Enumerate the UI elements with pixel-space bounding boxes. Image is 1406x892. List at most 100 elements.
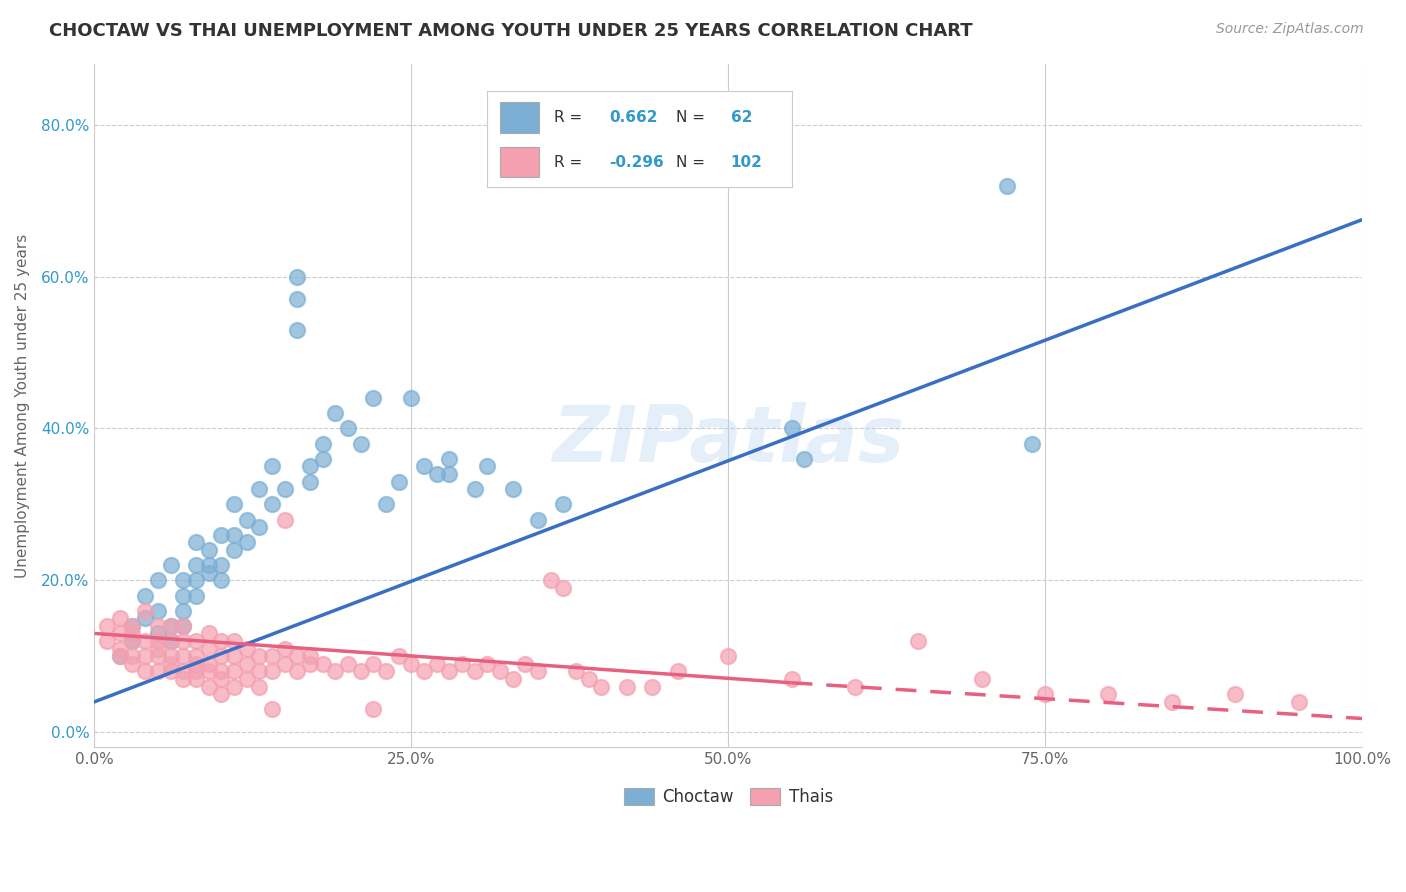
Point: [260, 649, 283, 664]
Point: [260, 497, 283, 511]
Point: [159, 619, 181, 633]
Point: [197, 558, 219, 573]
Point: [184, 634, 207, 648]
Point: [285, 323, 308, 337]
Point: [146, 641, 169, 656]
Point: [146, 649, 169, 664]
Point: [439, 467, 461, 481]
Point: [197, 680, 219, 694]
Point: [401, 391, 423, 405]
Point: [502, 482, 524, 496]
Point: [565, 665, 588, 679]
Point: [285, 665, 308, 679]
Point: [247, 680, 270, 694]
Point: [172, 604, 194, 618]
Point: [235, 672, 257, 686]
Point: [146, 619, 169, 633]
Point: [515, 657, 537, 671]
Point: [146, 634, 169, 648]
Point: [553, 581, 575, 595]
Point: [780, 421, 803, 435]
Point: [172, 649, 194, 664]
Point: [298, 459, 321, 474]
Point: [172, 619, 194, 633]
Point: [209, 528, 232, 542]
Point: [616, 680, 638, 694]
Point: [108, 626, 131, 640]
Point: [159, 649, 181, 664]
Point: [285, 293, 308, 307]
Point: [273, 657, 295, 671]
Point: [209, 665, 232, 679]
Point: [222, 649, 245, 664]
Point: [1033, 687, 1056, 701]
Point: [489, 665, 512, 679]
Point: [184, 589, 207, 603]
Point: [285, 269, 308, 284]
Point: [323, 665, 346, 679]
Point: [285, 649, 308, 664]
Point: [464, 665, 486, 679]
Point: [970, 672, 993, 686]
Point: [235, 512, 257, 526]
Point: [184, 672, 207, 686]
Point: [159, 634, 181, 648]
Point: [350, 436, 373, 450]
Point: [591, 680, 613, 694]
Point: [780, 672, 803, 686]
Text: Source: ZipAtlas.com: Source: ZipAtlas.com: [1216, 22, 1364, 37]
Point: [350, 665, 373, 679]
Point: [1021, 436, 1043, 450]
Point: [172, 634, 194, 648]
Point: [235, 641, 257, 656]
Point: [134, 589, 156, 603]
Point: [311, 451, 333, 466]
Point: [159, 665, 181, 679]
Point: [134, 634, 156, 648]
Point: [336, 421, 359, 435]
Point: [108, 611, 131, 625]
Point: [388, 649, 411, 664]
Point: [184, 535, 207, 549]
Point: [222, 665, 245, 679]
Point: [578, 672, 600, 686]
Point: [260, 702, 283, 716]
Point: [159, 619, 181, 633]
Point: [209, 634, 232, 648]
Point: [197, 657, 219, 671]
Point: [666, 665, 689, 679]
Point: [159, 558, 181, 573]
Point: [717, 649, 740, 664]
Point: [363, 391, 385, 405]
Point: [197, 641, 219, 656]
Point: [96, 634, 118, 648]
Point: [375, 665, 398, 679]
Point: [311, 657, 333, 671]
Point: [247, 649, 270, 664]
Point: [439, 665, 461, 679]
Point: [222, 497, 245, 511]
Point: [235, 535, 257, 549]
Point: [388, 475, 411, 489]
Point: [172, 672, 194, 686]
Point: [222, 543, 245, 558]
Point: [121, 634, 143, 648]
Point: [375, 497, 398, 511]
Point: [336, 657, 359, 671]
Point: [197, 665, 219, 679]
Point: [209, 574, 232, 588]
Point: [121, 619, 143, 633]
Point: [273, 641, 295, 656]
Point: [540, 574, 562, 588]
Point: [311, 436, 333, 450]
Point: [273, 482, 295, 496]
Point: [641, 680, 664, 694]
Point: [247, 482, 270, 496]
Point: [553, 497, 575, 511]
Point: [1288, 695, 1310, 709]
Point: [222, 528, 245, 542]
Point: [1097, 687, 1119, 701]
Point: [197, 626, 219, 640]
Point: [235, 657, 257, 671]
Point: [426, 467, 449, 481]
